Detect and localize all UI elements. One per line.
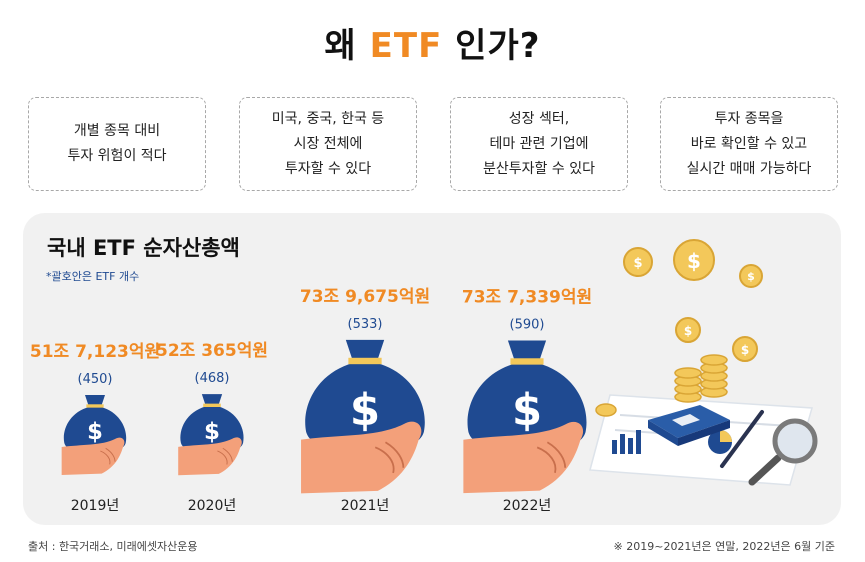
bar-count-label: (533)	[348, 317, 383, 332]
bar-money-bag: $	[463, 340, 587, 494]
coins-icon: $ $ $ $ $	[595, 239, 763, 417]
svg-text:$: $	[350, 385, 380, 435]
reasons-row: 개별 종목 대비 투자 위험이 적다 미국, 중국, 한국 등 시장 전체에 투…	[28, 97, 838, 193]
svg-text:$: $	[87, 419, 103, 445]
bar-count-label: (450)	[78, 372, 113, 387]
bar-count-label: (590)	[510, 317, 545, 332]
bar-value-label: 73조 9,675억원	[300, 287, 430, 307]
svg-text:$: $	[741, 343, 749, 357]
svg-text:$: $	[633, 256, 642, 271]
bar-value-label: 73조 7,339억원	[462, 287, 592, 307]
year-tick-label: 2021년	[341, 498, 390, 514]
bar-value-label: 52조 365억원	[156, 341, 268, 361]
svg-text:$: $	[204, 419, 220, 445]
bar-money-bag: $	[301, 339, 425, 494]
reason-box: 투자 종목을 바로 확인할 수 있고 실시간 매매 가능하다	[660, 97, 838, 191]
basis-note: ※ 2019~2021년은 연말, 2022년은 6월 기준	[613, 540, 835, 553]
title-accent: ETF	[369, 26, 443, 66]
page-title: 왜 ETF 인가?	[324, 26, 541, 66]
money-stack-icon	[648, 405, 730, 446]
reason-box: 미국, 중국, 한국 등 시장 전체에 투자할 수 있다	[239, 97, 417, 191]
svg-text:$: $	[512, 385, 542, 435]
svg-text:$: $	[687, 249, 701, 273]
chart-title: 국내 ETF 순자산총액	[47, 236, 240, 260]
reason-box: 성장 섹터, 테마 관련 기업에 분산투자할 수 있다	[450, 97, 628, 191]
year-tick-label: 2022년	[503, 498, 552, 514]
bar-money-bag: $	[61, 394, 127, 476]
pen-icon	[720, 410, 764, 468]
reason-box: 개별 종목 대비 투자 위험이 적다	[28, 97, 206, 191]
bar-money-bag: $	[178, 394, 244, 476]
svg-text:$: $	[684, 324, 692, 338]
year-tick-label: 2020년	[188, 498, 237, 514]
bar-count-label: (468)	[195, 371, 230, 386]
source-note: 출처 : 한국거래소, 미래에셋자산운용	[28, 540, 198, 553]
magnifier-icon	[748, 418, 818, 486]
year-tick-label: 2019년	[71, 498, 120, 514]
bar-value-label: 51조 7,123억원	[30, 342, 160, 362]
svg-text:$: $	[747, 270, 755, 283]
chart-note: *괄호안은 ETF 개수	[46, 270, 140, 283]
